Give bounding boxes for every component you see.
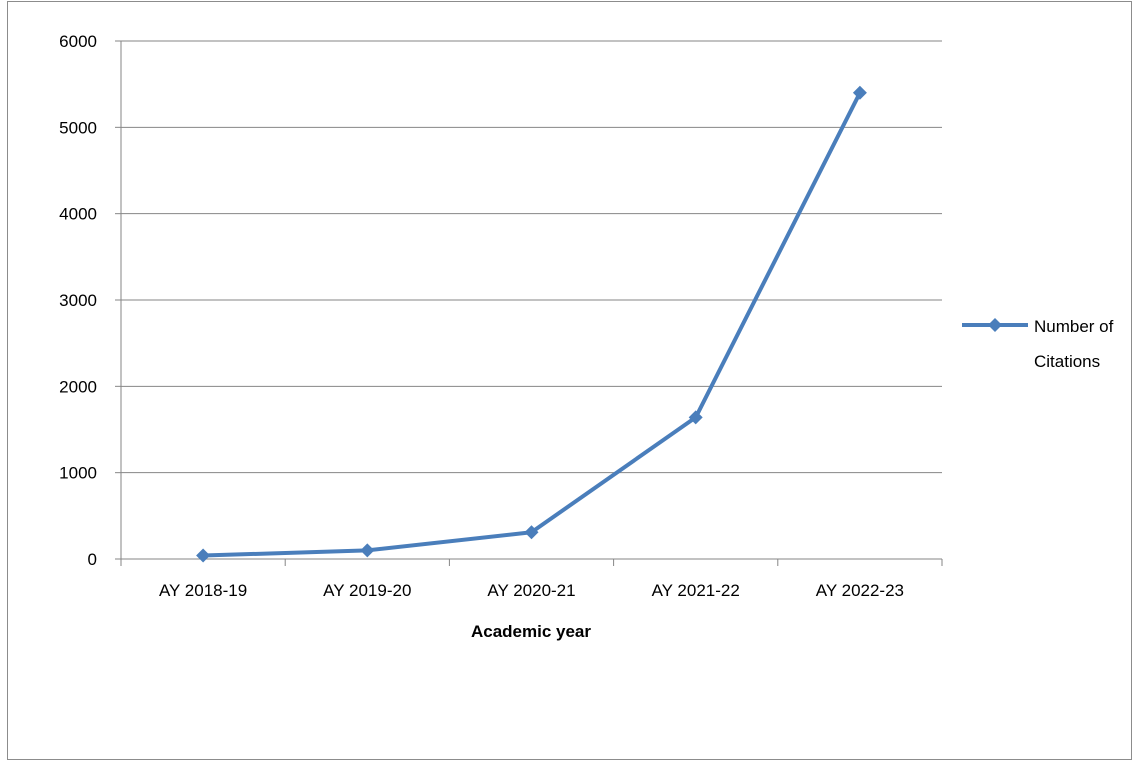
y-tick-label: 5000 xyxy=(59,118,97,137)
x-tick-labels: AY 2018-19 AY 2019-20 AY 2020-21 AY 2021-22… xyxy=(159,581,904,600)
y-tick-label: 3000 xyxy=(59,291,97,310)
y-tick-label: 4000 xyxy=(59,205,97,224)
x-tick-label: AY 2019-20 xyxy=(323,581,411,600)
y-tick-label: 2000 xyxy=(59,377,97,396)
data-point-ay-2018-19 xyxy=(196,548,211,563)
x-tick-label: AY 2020-21 xyxy=(487,581,575,600)
series-line xyxy=(203,91,862,558)
data-point-ay-2019-20 xyxy=(360,543,375,558)
data-point-ay-2022-23 xyxy=(852,85,867,100)
y-tick-label: 6000 xyxy=(59,32,97,51)
x-tick-label: AY 2022-23 xyxy=(816,581,904,600)
data-point-ay-2020-21 xyxy=(524,525,539,540)
legend-marker xyxy=(988,318,1002,332)
axes xyxy=(120,41,942,560)
legend-label-line-1: Number of xyxy=(1034,317,1114,336)
y-tick-label: 0 xyxy=(88,550,97,569)
gridlines xyxy=(115,40,943,566)
series-number-of-citations xyxy=(196,85,867,563)
y-tick-label: 1000 xyxy=(59,464,97,483)
data-point-ay-2021-22 xyxy=(688,410,703,425)
legend-label-line-2: Citations xyxy=(1034,352,1100,371)
x-tick-label: AY 2018-19 xyxy=(159,581,247,600)
y-tick-labels: 0 1000 2000 3000 4000 5000 6000 xyxy=(59,32,97,569)
x-axis-title: Academic year xyxy=(471,622,591,641)
x-tick-label: AY 2021-22 xyxy=(652,581,740,600)
legend: Number of Citations xyxy=(962,317,1114,371)
